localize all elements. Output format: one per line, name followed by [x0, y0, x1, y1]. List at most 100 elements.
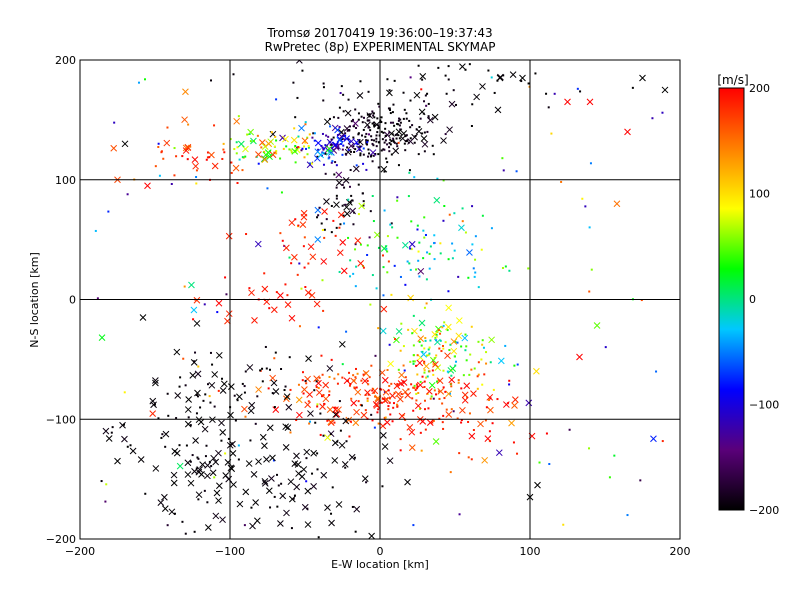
data-point-x	[211, 371, 219, 378]
data-point	[323, 402, 326, 405]
data-point	[210, 465, 213, 468]
data-point	[322, 86, 325, 89]
data-point-x	[383, 418, 391, 426]
data-point	[399, 275, 402, 278]
data-point	[321, 229, 324, 232]
data-point	[403, 108, 406, 111]
data-point	[417, 153, 420, 156]
data-point	[402, 117, 405, 120]
data-point	[243, 385, 246, 388]
data-point	[312, 132, 315, 135]
data-point	[323, 147, 326, 150]
data-point-x	[204, 462, 211, 469]
data-point-x	[348, 453, 356, 461]
data-point	[225, 293, 228, 296]
data-point	[286, 294, 289, 297]
data-point	[316, 468, 319, 471]
data-point	[432, 153, 435, 156]
data-point	[460, 387, 463, 390]
data-point	[380, 121, 383, 124]
data-point	[332, 116, 335, 119]
data-point-x	[182, 144, 190, 152]
data-point	[347, 236, 350, 239]
data-point	[450, 385, 453, 388]
data-point	[337, 373, 340, 376]
data-point-x	[315, 389, 323, 396]
data-point	[338, 270, 341, 273]
data-point	[412, 524, 415, 527]
data-point	[221, 377, 224, 380]
data-point-x	[322, 381, 330, 389]
data-point-x	[416, 359, 424, 367]
data-point-x	[327, 419, 335, 427]
data-point-x	[459, 406, 466, 414]
data-point	[357, 112, 360, 115]
data-point	[389, 121, 392, 124]
data-point	[422, 229, 425, 232]
data-point	[442, 179, 445, 182]
data-point	[351, 505, 354, 508]
data-point	[434, 336, 437, 339]
data-point	[384, 416, 387, 419]
data-point	[362, 116, 365, 119]
data-point-x	[219, 387, 227, 394]
data-point	[411, 332, 414, 335]
data-point	[387, 408, 390, 411]
data-point	[193, 360, 196, 363]
data-point	[444, 133, 447, 136]
data-point-x	[496, 74, 504, 82]
data-point	[304, 286, 307, 289]
data-point	[272, 459, 275, 462]
data-point	[423, 371, 426, 374]
data-point	[328, 394, 331, 397]
data-point-x	[212, 458, 220, 466]
data-point	[329, 433, 332, 436]
data-point	[380, 116, 383, 119]
data-point	[382, 294, 385, 297]
data-point	[317, 326, 320, 329]
data-point	[467, 276, 470, 279]
data-point	[336, 440, 339, 443]
data-point-x	[307, 243, 315, 251]
data-point	[590, 268, 593, 271]
data-point	[236, 146, 239, 149]
data-point	[427, 102, 430, 105]
data-point	[390, 382, 393, 385]
data-point	[187, 123, 190, 126]
data-point	[362, 147, 365, 150]
data-point	[362, 204, 365, 207]
data-point	[309, 162, 312, 165]
data-point	[235, 152, 238, 155]
data-point	[392, 402, 395, 405]
data-point	[407, 195, 410, 198]
x-tick-label: −100	[215, 545, 245, 558]
data-point	[357, 400, 360, 403]
data-point	[313, 132, 316, 135]
data-point-x	[261, 479, 269, 487]
data-point-x	[170, 479, 178, 487]
data-point	[383, 170, 386, 173]
data-point-x	[338, 441, 346, 449]
data-point	[343, 186, 346, 189]
data-point	[465, 345, 468, 348]
data-point	[342, 93, 345, 96]
data-point	[388, 343, 391, 346]
data-point	[454, 103, 457, 106]
data-point	[288, 256, 291, 259]
data-point	[389, 143, 392, 146]
data-point	[406, 139, 409, 142]
data-point	[364, 135, 367, 138]
data-point	[429, 339, 432, 342]
data-point	[443, 205, 446, 208]
data-point	[110, 431, 113, 434]
data-point	[342, 110, 345, 113]
data-point-x	[336, 249, 344, 257]
data-point	[335, 164, 338, 167]
data-point	[189, 145, 192, 148]
data-point	[377, 408, 380, 411]
data-point-x	[305, 355, 312, 362]
data-point	[508, 379, 511, 382]
data-point	[450, 382, 453, 385]
data-point	[375, 134, 378, 137]
data-point-x	[333, 201, 340, 209]
